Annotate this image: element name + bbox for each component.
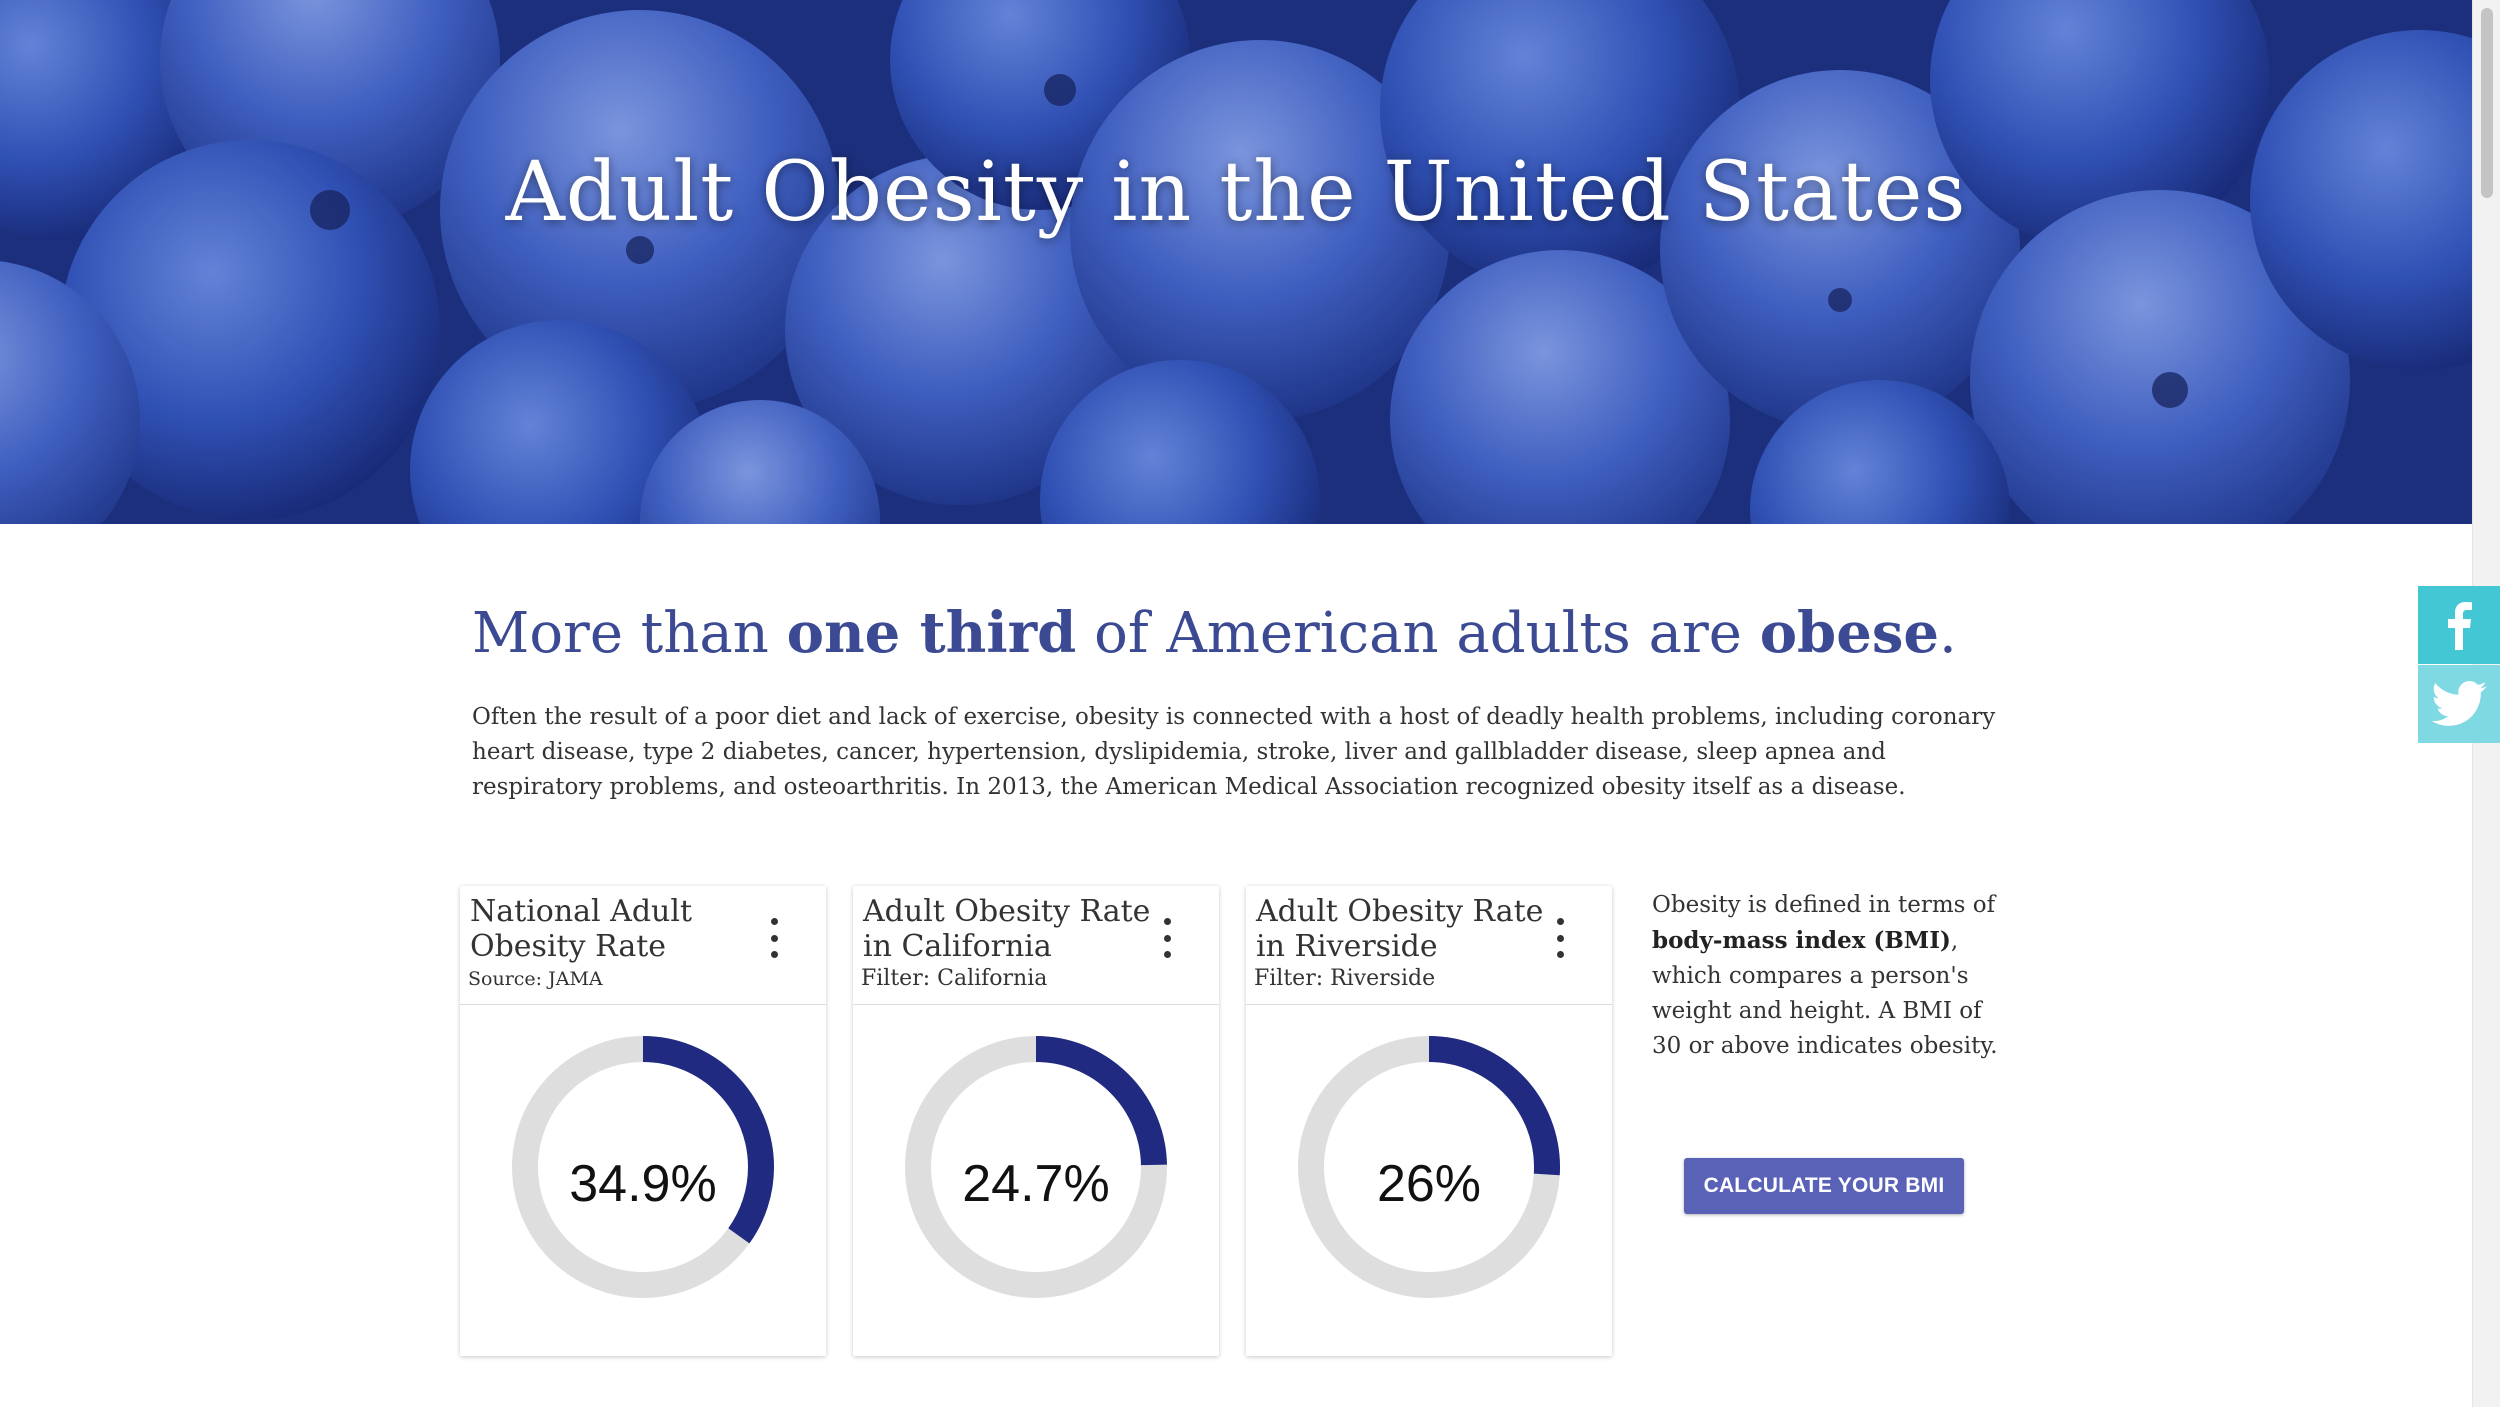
card-title: Adult Obesity Rate in California [863,894,1151,964]
donut-chart: 24.7% [853,1004,1219,1356]
bmi-info-text-pre: Obesity is defined in terms of [1652,892,1996,918]
twitter-icon [2431,681,2487,726]
more-options-icon[interactable] [1548,918,1572,958]
stat-card-national: National Adult Obesity Rate Source: JAMA… [460,886,826,1356]
donut-value-arc [512,1036,774,1298]
donut-chart: 26% [1246,1004,1612,1356]
donut-value-label: 34.9% [569,1155,717,1213]
card-header: National Adult Obesity Rate Source: JAMA [460,886,826,1005]
donut-value-arc [905,1036,1167,1298]
bmi-info-text: Obesity is defined in terms of body-mass… [1652,888,2002,1064]
card-header: Adult Obesity Rate in California Filter:… [853,886,1219,1005]
card-subtitle: Filter: California [861,966,1048,991]
card-title: Adult Obesity Rate in Riverside [1256,894,1544,964]
donut-svg [512,1036,774,1298]
headline-emphasis-1: one third [786,600,1077,666]
card-subtitle: Filter: Riverside [1254,966,1436,991]
more-options-icon[interactable] [1155,918,1179,958]
card-subtitle: Source: JAMA [468,968,603,990]
donut-value-arc [1298,1036,1560,1298]
blueberries-background-image [0,0,2472,524]
bmi-info-text-post: , which compares a person's weight and h… [1652,928,1998,1059]
donut-svg [905,1036,1167,1298]
scrollbar-thumb[interactable] [2481,8,2493,198]
section-headline: More than one third of American adults a… [472,600,2072,666]
stat-card-california: Adult Obesity Rate in California Filter:… [853,886,1219,1356]
card-header: Adult Obesity Rate in Riverside Filter: … [1246,886,1612,1005]
donut-value-label: 24.7% [962,1155,1110,1213]
headline-text-3: . [1938,601,1957,666]
stat-card-riverside: Adult Obesity Rate in Riverside Filter: … [1246,886,1612,1356]
intro-paragraph: Often the result of a poor diet and lack… [472,704,1996,800]
hero-banner: Adult Obesity in the United States [0,0,2472,524]
facebook-share-button[interactable] [2418,586,2500,664]
page-title: Adult Obesity in the United States [505,145,1967,240]
bmi-info-emphasis: body-mass index (BMI) [1652,927,1951,954]
facebook-icon [2448,602,2472,650]
headline-text-2: of American adults are [1076,601,1760,666]
calculate-bmi-button[interactable]: CALCULATE YOUR BMI [1684,1158,1964,1214]
headline-text-1: More than [472,601,787,666]
more-options-icon[interactable] [762,918,786,958]
card-title: National Adult Obesity Rate [470,894,693,964]
headline-emphasis-2: obese [1759,600,1939,666]
donut-svg [1298,1036,1560,1298]
twitter-share-button[interactable] [2418,665,2500,743]
donut-chart: 34.9% [460,1004,826,1356]
donut-value-label: 26% [1376,1155,1482,1213]
